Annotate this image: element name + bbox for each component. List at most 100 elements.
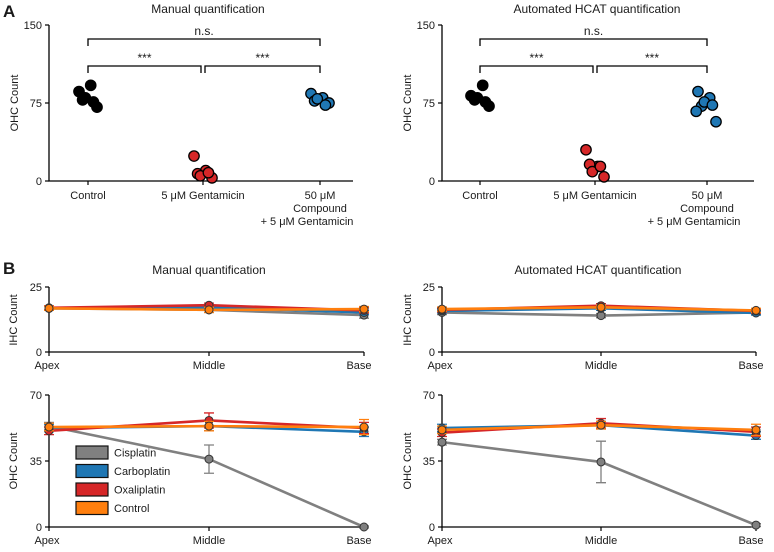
data-point xyxy=(204,421,214,431)
significance-label: n.s. xyxy=(584,24,603,38)
legend-label: Control xyxy=(114,503,149,515)
data-point xyxy=(319,99,332,111)
data-point xyxy=(437,425,447,435)
significance-bracket xyxy=(204,65,321,73)
x-tick-label: 50 μM xyxy=(305,190,336,202)
significance-bracket xyxy=(596,65,708,73)
data-point xyxy=(476,79,489,92)
y-tick-label: 75 xyxy=(423,98,435,110)
x-tick-label: Compound xyxy=(680,203,734,215)
chart-title: Manual quantification xyxy=(152,263,265,277)
line-chart-axes xyxy=(48,287,364,353)
x-tick-label: Middle xyxy=(193,535,225,547)
y-tick-label: 25 xyxy=(423,282,435,294)
data-point xyxy=(188,150,200,162)
data-point xyxy=(204,305,214,315)
significance-label: *** xyxy=(137,51,151,65)
series-line-cisplatin xyxy=(441,440,757,527)
x-tick-label: Control xyxy=(462,190,497,202)
y-tick-label: 25 xyxy=(30,282,42,294)
x-tick-label: Middle xyxy=(585,360,617,372)
data-point xyxy=(437,304,447,314)
x-tick-label: Middle xyxy=(585,535,617,547)
y-tick-label: 0 xyxy=(429,347,435,359)
y-tick-label: 35 xyxy=(423,456,435,468)
y-tick-label: 75 xyxy=(30,98,42,110)
y-tick-label: 0 xyxy=(429,176,435,188)
y-axis-label: OHC Count xyxy=(402,75,414,132)
x-tick-label: Base xyxy=(738,360,763,372)
y-axis-label: IHC Count xyxy=(402,294,414,345)
x-tick-label: Base xyxy=(346,535,371,547)
legend-label: Carboplatin xyxy=(114,466,170,478)
chart-title: Automated HCAT quantification xyxy=(515,263,682,277)
y-axis-label: IHC Count xyxy=(8,294,20,345)
significance-label: *** xyxy=(645,51,659,65)
data-point xyxy=(586,165,599,178)
data-point xyxy=(751,305,761,315)
y-tick-label: 150 xyxy=(24,20,42,32)
data-point xyxy=(596,457,606,467)
data-point xyxy=(359,422,369,432)
x-tick-label: 5 μM Gentamicin xyxy=(161,190,244,202)
chart-title: Automated HCAT quantification xyxy=(514,2,681,16)
y-tick-label: 150 xyxy=(417,20,435,32)
data-point xyxy=(580,143,592,156)
y-tick-label: 0 xyxy=(36,176,42,188)
data-point xyxy=(751,520,761,530)
x-tick-label: Base xyxy=(738,535,763,547)
x-tick-label: Base xyxy=(346,360,371,372)
y-axis-label: OHC Count xyxy=(402,433,414,490)
significance-bracket xyxy=(87,38,321,46)
y-tick-label: 0 xyxy=(429,522,435,534)
x-tick-label: 50 μM xyxy=(692,190,723,202)
data-point xyxy=(84,79,97,92)
data-point xyxy=(706,99,719,111)
significance-bracket xyxy=(87,65,202,73)
x-tick-label: Apex xyxy=(34,535,60,547)
chart-title: Manual quantification xyxy=(151,2,264,16)
y-axis-label: OHC Count xyxy=(9,75,21,132)
legend-swatch xyxy=(75,463,109,479)
y-tick-label: 0 xyxy=(36,522,42,534)
x-tick-label: Apex xyxy=(34,360,60,372)
data-point xyxy=(751,425,761,435)
x-tick-label: 5 μM Gentamicin xyxy=(553,190,636,202)
data-point xyxy=(202,166,215,179)
y-axis-label: OHC Count xyxy=(8,433,20,490)
data-point xyxy=(359,522,369,532)
data-point xyxy=(437,437,447,447)
x-tick-label: Control xyxy=(70,190,105,202)
data-point xyxy=(594,160,607,173)
x-tick-label: Apex xyxy=(427,535,453,547)
significance-label: *** xyxy=(255,51,269,65)
x-tick-label: + 5 μM Gentamicin xyxy=(648,216,741,228)
legend-label: Oxaliplatin xyxy=(114,485,165,497)
data-point xyxy=(44,303,54,313)
data-point xyxy=(596,420,606,430)
data-point xyxy=(598,170,610,183)
x-tick-label: Apex xyxy=(427,360,453,372)
x-tick-label: Middle xyxy=(193,360,225,372)
significance-label: *** xyxy=(529,51,543,65)
data-point xyxy=(692,85,704,98)
data-point xyxy=(44,422,54,432)
data-point xyxy=(204,454,214,464)
legend-swatch xyxy=(75,445,109,460)
significance-bracket xyxy=(479,65,594,73)
y-tick-label: 70 xyxy=(423,390,435,402)
data-point xyxy=(359,304,369,314)
y-tick-label: 0 xyxy=(36,347,42,359)
data-point xyxy=(87,96,100,108)
y-tick-label: 35 xyxy=(30,456,42,468)
data-point xyxy=(710,115,722,128)
x-tick-label: + 5 μM Gentamicin xyxy=(261,216,354,228)
panel-label-a: A xyxy=(3,2,15,21)
legend-swatch xyxy=(75,500,109,516)
significance-label: n.s. xyxy=(194,24,213,38)
panel-label-b: B xyxy=(3,259,15,278)
y-tick-label: 70 xyxy=(30,390,42,402)
data-point xyxy=(690,105,703,118)
legend-label: Cisplatin xyxy=(114,448,156,460)
